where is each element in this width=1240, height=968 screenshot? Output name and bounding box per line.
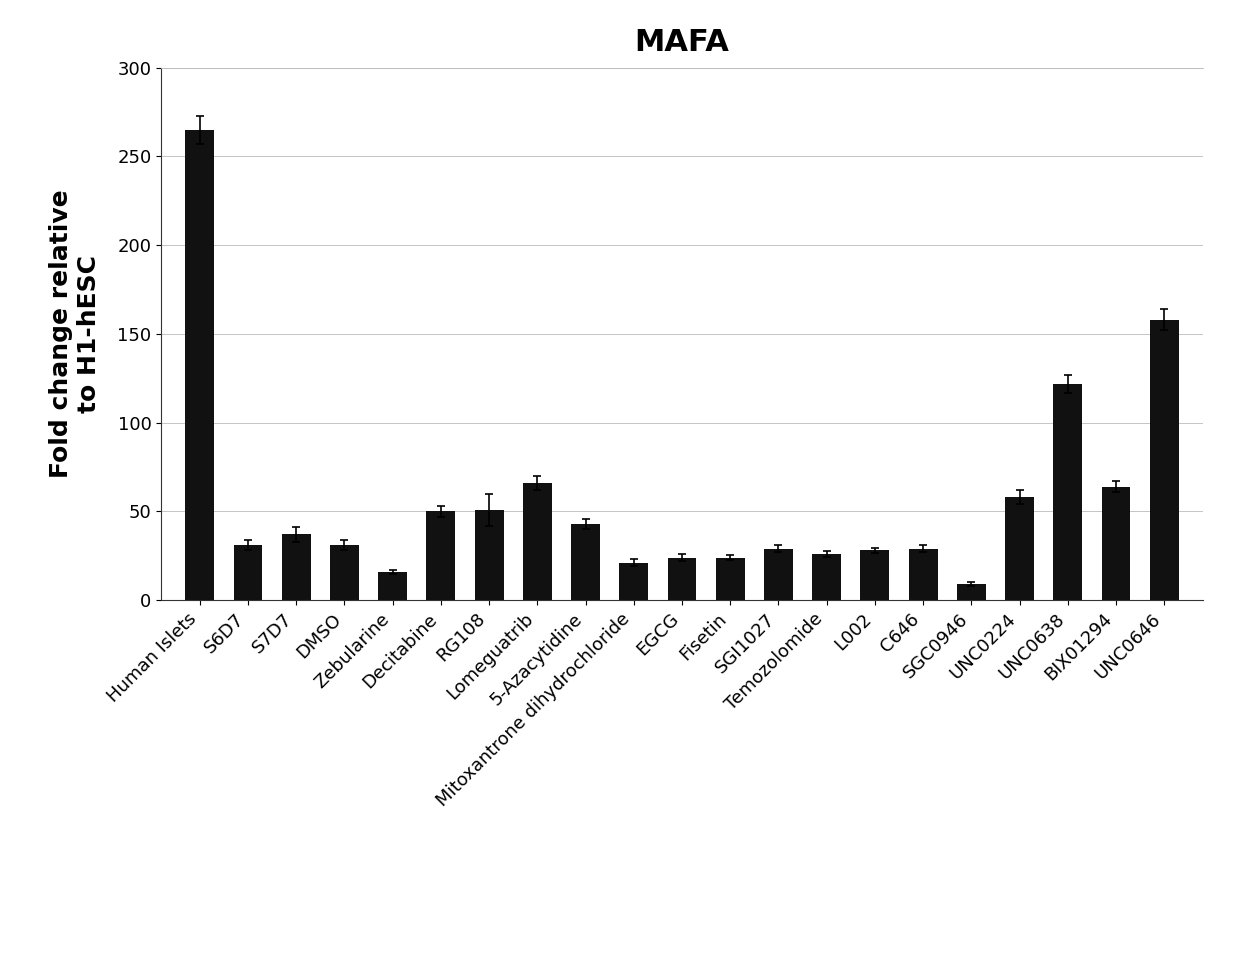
Bar (909, 549, 937, 600)
Title: MAFA: MAFA (635, 28, 729, 57)
Bar (957, 584, 986, 600)
Y-axis label: Fold change relative
to H1-hESC: Fold change relative to H1-hESC (48, 190, 100, 478)
Bar (281, 534, 311, 600)
Bar (667, 558, 697, 600)
Bar (233, 545, 263, 600)
Bar (1101, 487, 1131, 600)
Bar (475, 509, 503, 600)
Bar (523, 483, 552, 600)
Bar (185, 130, 215, 600)
Bar (1053, 383, 1083, 600)
Bar (1006, 498, 1034, 600)
Bar (715, 558, 745, 600)
Bar (330, 545, 358, 600)
Bar (861, 551, 889, 600)
Bar (427, 511, 455, 600)
Bar (572, 524, 600, 600)
Bar (378, 572, 407, 600)
Bar (812, 554, 841, 600)
Bar (764, 549, 792, 600)
Bar (1149, 319, 1179, 600)
Bar (619, 562, 649, 600)
